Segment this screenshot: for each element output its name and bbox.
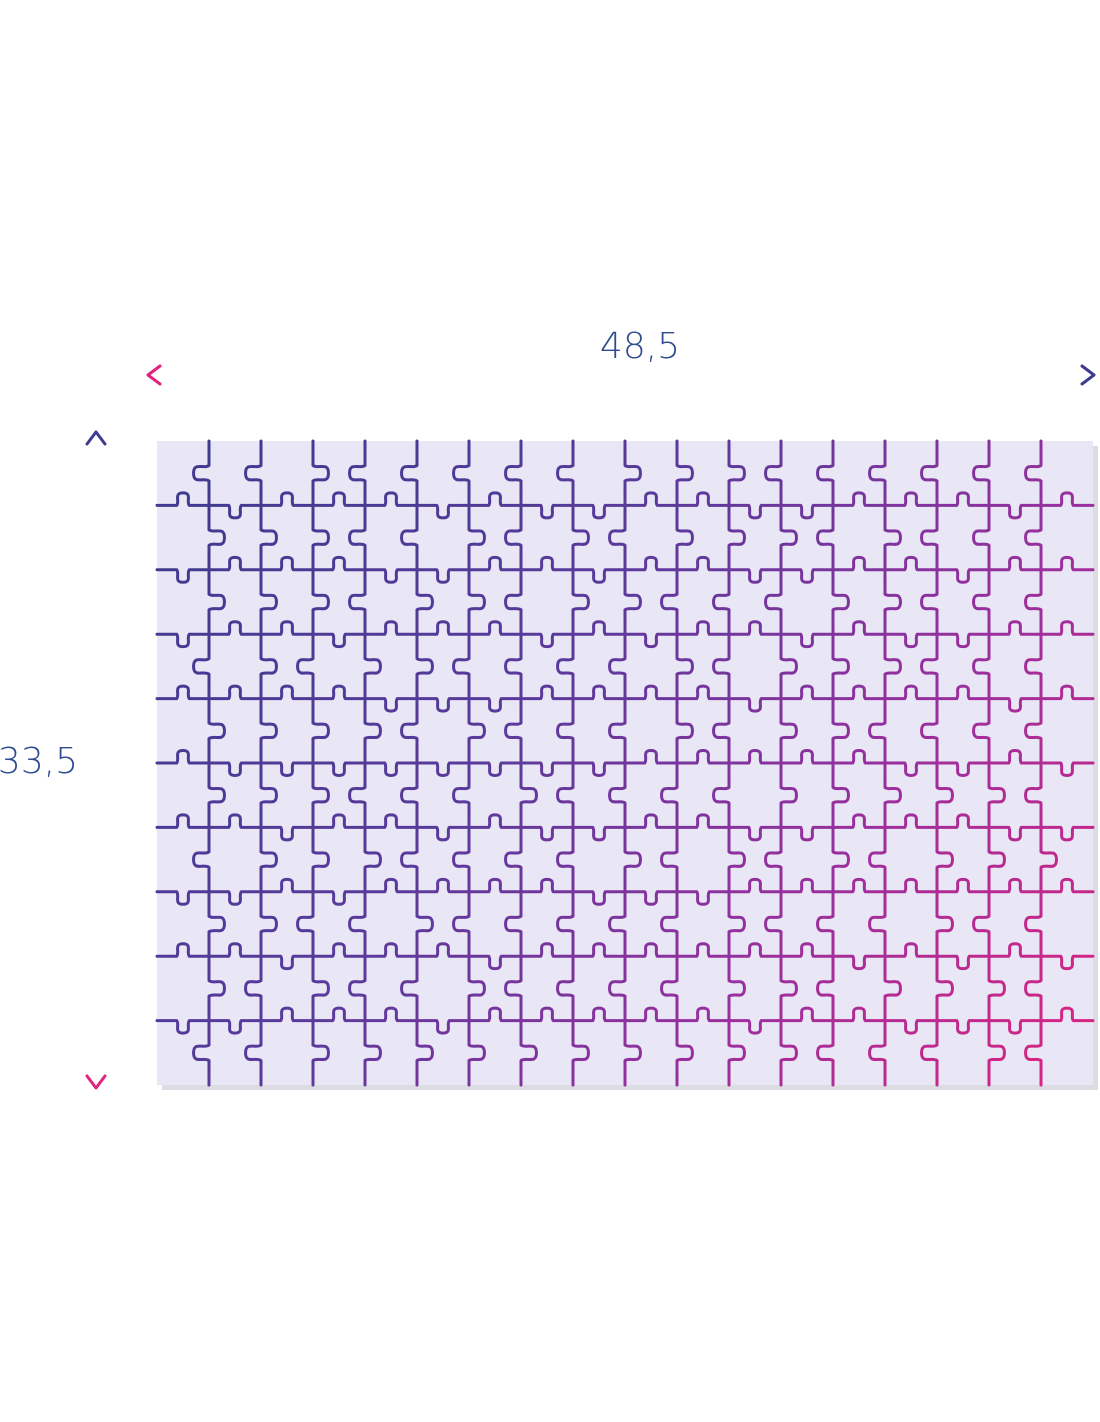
width-dimension: 48,5 — [146, 326, 1096, 386]
puzzle-cut-lines — [155, 439, 1095, 1087]
puzzle-piece-edges — [155, 439, 1095, 1087]
height-dimension: 33,5 — [0, 430, 107, 1090]
height-arrow-top-head — [85, 430, 107, 446]
height-label: 33,5 — [0, 741, 78, 782]
height-arrow-bottom-head — [85, 1074, 107, 1090]
width-label: 48,5 — [600, 326, 680, 367]
width-arrow-right-head — [1080, 364, 1096, 386]
puzzle-board — [155, 439, 1098, 1090]
width-arrow-left-head — [146, 364, 162, 386]
